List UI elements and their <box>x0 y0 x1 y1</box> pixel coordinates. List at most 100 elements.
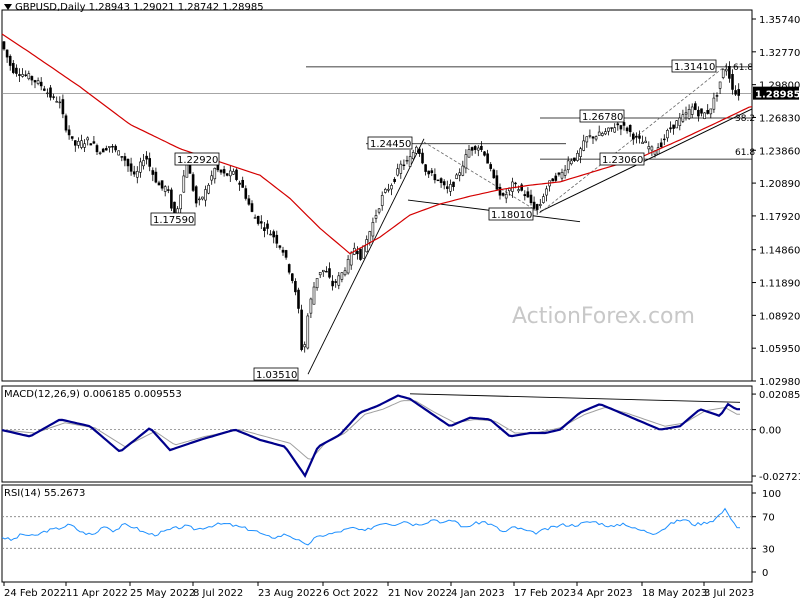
candle-body <box>80 140 83 148</box>
price-label-text: 1.31410 <box>674 62 715 73</box>
candle-body <box>377 208 381 213</box>
candle-body <box>734 90 737 95</box>
date-axis-label: 24 Feb 2022 <box>4 588 66 599</box>
candle-body <box>662 138 666 141</box>
candle-body <box>30 76 34 81</box>
candle-body <box>610 127 613 129</box>
price-label-text: 1.03510 <box>256 370 297 381</box>
candle-body <box>681 114 685 122</box>
candle-body <box>650 146 654 151</box>
candle-body <box>154 171 158 183</box>
candle-body <box>225 173 229 176</box>
price-axis-label: 1.08920 <box>759 311 800 322</box>
candle-body <box>39 81 43 87</box>
price-label-box <box>367 136 413 150</box>
candle-body <box>495 175 499 190</box>
candle-body <box>151 170 155 175</box>
candle-body <box>36 80 40 84</box>
candle-body <box>365 239 369 253</box>
candle-body <box>340 272 344 280</box>
candle-body <box>424 164 427 172</box>
candle-body <box>98 152 102 154</box>
candle-body <box>136 171 139 178</box>
candle-body <box>693 103 697 110</box>
price-axis-label: 1.02980 <box>759 377 800 388</box>
candle-body <box>458 172 462 176</box>
candle-body <box>371 222 375 237</box>
candle-body <box>120 156 124 158</box>
candle-body <box>349 252 353 266</box>
candle-body <box>170 189 173 209</box>
candle-body <box>616 123 620 126</box>
candle-body <box>622 122 626 126</box>
candle-body <box>49 87 52 98</box>
candle-body <box>492 169 496 179</box>
candle-body <box>542 196 545 203</box>
candle-body <box>160 180 164 189</box>
candle-body <box>408 156 412 167</box>
candle-body <box>613 127 617 133</box>
candle-body <box>700 108 703 114</box>
candle-body <box>287 264 291 273</box>
candle-body <box>517 189 520 192</box>
candle-body <box>405 159 409 162</box>
candle-body <box>222 169 226 174</box>
candle-body <box>706 110 710 114</box>
date-axis-label: 17 Feb 2023 <box>514 588 576 599</box>
candle-body <box>297 289 300 309</box>
date-axis-label: 25 May 2022 <box>130 588 195 599</box>
main-chart-header: GBPUSD,Daily 1.28943 1.29021 1.28742 1.2… <box>4 2 264 13</box>
candle-body <box>579 148 582 157</box>
candle-body <box>387 188 390 191</box>
candle-body <box>641 141 644 144</box>
candle-body <box>427 170 431 175</box>
candle-body <box>259 221 263 224</box>
candle-body <box>253 217 257 219</box>
candle-body <box>207 184 210 194</box>
candle-body <box>213 168 217 180</box>
date-axis-label: 18 May 2023 <box>642 588 707 599</box>
candle-body <box>473 146 477 150</box>
candle-body <box>64 115 68 131</box>
candle-body <box>229 170 232 177</box>
date-axis-label: 11 Apr 2022 <box>66 588 128 599</box>
price-label-box <box>488 207 534 221</box>
candle-body <box>452 181 455 188</box>
candle-body <box>368 231 372 243</box>
candle-body <box>55 101 59 103</box>
candle-body <box>284 250 288 258</box>
macd-axis-label: -0.027213 <box>759 472 800 483</box>
candle-body <box>538 204 542 206</box>
candle-body <box>191 174 195 191</box>
candle-body <box>12 63 15 73</box>
candle-body <box>383 189 387 193</box>
candle-body <box>142 160 145 167</box>
candle-body <box>157 182 161 186</box>
main-panel-frame <box>1 9 753 382</box>
candle-body <box>396 168 400 176</box>
rsi-axis-label: 70 <box>762 513 775 524</box>
candle-body <box>501 193 505 196</box>
candle-body <box>731 74 734 90</box>
candle-body <box>631 133 635 140</box>
candle-body <box>644 140 648 143</box>
candle-body <box>718 81 722 89</box>
candle-body <box>241 179 244 188</box>
price-axis-label: 1.35740 <box>759 15 800 26</box>
dotted-projection-1 <box>423 141 541 214</box>
candle-body <box>114 145 117 151</box>
macd-header: MACD(12,26,9) 0.006185 0.009553 <box>4 389 182 400</box>
candle-body <box>272 231 276 238</box>
candle-body <box>92 141 96 144</box>
candle-body <box>77 140 80 146</box>
collapse-triangle-icon[interactable] <box>4 4 12 10</box>
candle-body <box>256 215 260 224</box>
date-axis-label: 8 Jul 2022 <box>193 588 243 599</box>
candle-body <box>703 112 706 119</box>
candle-body <box>337 275 341 286</box>
candle-body <box>167 189 170 191</box>
candle-body <box>526 191 530 198</box>
candle-body <box>182 175 186 193</box>
candle-body <box>145 155 148 160</box>
price-axis-label: 1.14860 <box>759 246 800 257</box>
